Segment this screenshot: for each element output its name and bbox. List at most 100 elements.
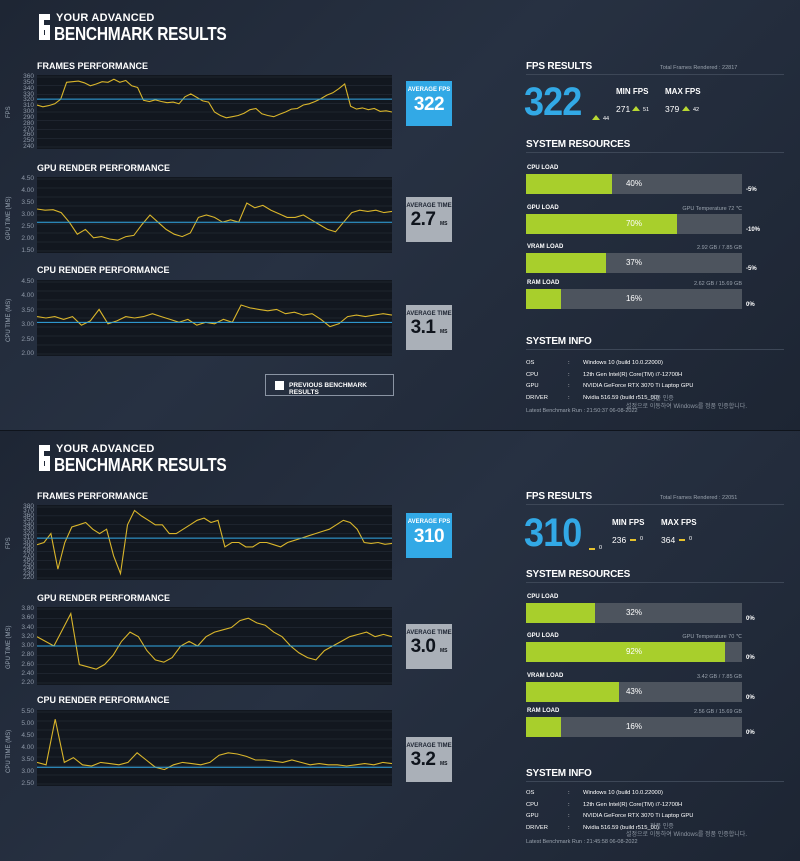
resource-info: 3.42 GB / 7.85 GB: [697, 674, 742, 680]
y-tick-label: 280: [23, 119, 34, 127]
resource-info: GPU Temperature 72 ℃: [682, 206, 742, 212]
min-fps-label: MIN FPS: [612, 518, 645, 527]
average-cpu-time-badge: AVERAGE TIME 3.1 MS: [406, 305, 452, 350]
resource-percent: 37%: [625, 258, 642, 267]
resource-bar-fill: [526, 253, 606, 273]
separator-colon: :: [568, 383, 570, 389]
fps-results-title: FPS RESULTS: [526, 61, 592, 72]
resource-delta: 0%: [746, 695, 755, 701]
fps-average-value: 310: [524, 511, 582, 555]
average-fps-label: AVERAGE FPS: [407, 87, 451, 93]
y-tick-label: 3.50: [21, 756, 34, 763]
y-tick-label: 2.00: [21, 235, 34, 242]
max-fps-value: 364: [661, 535, 676, 545]
y-tick-label: 250: [23, 560, 34, 568]
avg-delta: 44: [603, 116, 610, 122]
series-line-current: [37, 202, 392, 241]
no-change-icon: [630, 539, 636, 541]
y-tick-label: 320: [23, 96, 34, 104]
system-info-title: SYSTEM INFO: [526, 336, 592, 347]
fps-average-value: 322: [524, 80, 582, 124]
y-tick-label: 2.60: [21, 660, 34, 668]
up-arrow-icon: [682, 106, 690, 111]
divider: [526, 582, 784, 583]
resource-percent: 40%: [625, 179, 642, 188]
y-tick-label: 4.00: [21, 292, 34, 300]
watermark-top: 정품 인증: [650, 396, 674, 402]
average-fps-badge: AVERAGE FPS 322: [406, 81, 452, 126]
average-fps-badge: AVERAGE FPS 310: [406, 513, 452, 558]
system-info-value: NVIDIA GeForce RTX 3070 Ti Laptop GPU: [583, 813, 694, 819]
header-subtitle: YOUR ADVANCED: [56, 12, 155, 24]
system-info-title: SYSTEM INFO: [526, 768, 592, 779]
separator-colon: :: [568, 394, 570, 401]
y-tick-label: 250: [23, 137, 34, 145]
y-tick-label: 3.40: [21, 623, 34, 631]
divider: [526, 152, 784, 153]
fps-results-title: FPS RESULTS: [526, 491, 592, 502]
divider: [526, 504, 784, 505]
average-cpu-value: 3.2: [410, 749, 436, 770]
separator-colon: :: [568, 824, 570, 831]
divider: [526, 74, 784, 75]
resource-bar: 37%: [526, 253, 742, 273]
resource-bar-fill: [526, 174, 613, 194]
system-info-key: CPU: [526, 801, 539, 808]
resource-bar-fill: [526, 682, 619, 702]
y-tick-label: 2.20: [21, 679, 34, 686]
resource-label: CPU LOAD: [527, 594, 559, 600]
resource-bar-fill: [526, 289, 561, 309]
resource-delta: 0%: [746, 655, 755, 661]
series-line-current: [37, 611, 392, 670]
system-info-value: Windows 10 (build 10.0.22000): [583, 790, 663, 796]
average-cpu-unit: MS: [439, 761, 448, 767]
y-tick-label: 310: [23, 534, 34, 542]
y-tick-label: 3.00: [21, 642, 34, 649]
y-tick-label: 310: [23, 102, 34, 110]
y-tick-label: 2.00: [21, 350, 34, 357]
y-tick-label: 350: [23, 78, 34, 86]
avg-delta: 0: [599, 545, 603, 551]
resource-delta: -5%: [746, 187, 757, 193]
cpu-title: CPU RENDER PERFORMANCE: [37, 265, 170, 275]
resource-bar: 32%: [526, 603, 742, 623]
resource-bar: 92%: [526, 642, 742, 662]
panel-separator: [0, 430, 800, 431]
cpu-chart: [37, 710, 392, 786]
min-fps-value: 271: [616, 104, 631, 114]
resource-percent: 16%: [625, 294, 642, 303]
activation-watermark: 설정으로 이동하여 Windows를 정품 인증합니다.: [626, 404, 747, 410]
y-tick-label: 340: [23, 520, 34, 528]
y-tick-label: 2.50: [21, 780, 34, 787]
y-tick-label: 1.50: [21, 247, 34, 254]
frames-chart: [37, 505, 392, 580]
system-info-key: OS: [526, 360, 535, 366]
total-frames: Total Frames Rendered : 22051: [660, 495, 738, 501]
y-tick-label: 2.50: [21, 223, 34, 230]
resource-bar: 16%: [526, 717, 742, 737]
separator-colon: :: [568, 801, 570, 808]
resource-info: GPU Temperature 70 ℃: [682, 634, 742, 640]
average-gpu-time-badge: AVERAGE TIME 2.7 MS: [406, 197, 452, 242]
divider: [526, 781, 784, 782]
y-tick-label: 330: [23, 525, 34, 533]
y-tick-label: 270: [23, 125, 34, 133]
y-tick-label: 360: [23, 511, 34, 519]
separator-colon: :: [568, 813, 570, 819]
resource-bar-fill: [526, 642, 725, 662]
y-tick-label: 3.80: [21, 605, 34, 612]
min-fps-label: MIN FPS: [616, 87, 649, 96]
y-tick-label: 270: [23, 551, 34, 559]
system-info-key: DRIVER: [526, 824, 548, 831]
previous-results-toggle[interactable]: PREVIOUS BENCHMARK RESULTS: [265, 374, 394, 396]
system-info-key: DRIVER: [526, 394, 548, 401]
y-tick-label: 340: [23, 84, 34, 92]
separator-colon: :: [568, 790, 570, 796]
resource-bar: 16%: [526, 289, 742, 309]
series-line-current: [37, 719, 392, 771]
resource-delta: 0%: [746, 616, 755, 622]
divider: [526, 349, 784, 350]
resource-bar-fill: [526, 717, 561, 737]
average-gpu-time-badge: AVERAGE TIME 3.0 MS: [406, 624, 452, 669]
y-tick-label: 320: [23, 529, 34, 537]
